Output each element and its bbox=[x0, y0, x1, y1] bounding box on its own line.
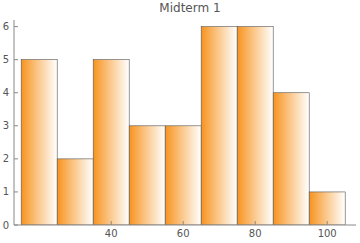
bar bbox=[201, 27, 237, 225]
y-tick bbox=[14, 125, 18, 126]
bar bbox=[129, 126, 165, 225]
bar bbox=[237, 27, 273, 225]
y-tick bbox=[14, 92, 18, 93]
x-tick bbox=[255, 221, 256, 225]
x-tick-label: 60 bbox=[177, 228, 190, 239]
x-tick bbox=[111, 221, 112, 225]
x-tick-label: 80 bbox=[249, 228, 262, 239]
bar bbox=[309, 192, 345, 225]
y-tick-label: 2 bbox=[3, 153, 9, 164]
y-tick-label: 1 bbox=[3, 186, 9, 197]
bar bbox=[93, 60, 129, 225]
x-tick bbox=[183, 221, 184, 225]
chart: Midterm 1 40 60 80 100 0 1 2 3 4 5 6 bbox=[0, 0, 360, 243]
y-tick-label: 0 bbox=[3, 220, 9, 231]
x-tick-label: 40 bbox=[105, 228, 118, 239]
y-tick bbox=[14, 26, 18, 27]
bar bbox=[165, 126, 201, 225]
bars bbox=[21, 27, 345, 225]
y-axis bbox=[14, 20, 15, 225]
x-tick bbox=[327, 221, 328, 225]
x-axis bbox=[14, 225, 356, 226]
y-tick bbox=[14, 59, 18, 60]
x-tick-label: 100 bbox=[318, 228, 337, 239]
bar bbox=[57, 159, 93, 225]
bar bbox=[273, 93, 309, 225]
y-tick bbox=[14, 191, 18, 192]
y-tick bbox=[14, 225, 18, 226]
title: Midterm 1 bbox=[159, 1, 220, 15]
y-tick bbox=[14, 158, 18, 159]
y-tick-label: 6 bbox=[3, 21, 9, 32]
bar bbox=[21, 60, 57, 225]
y-tick-label: 3 bbox=[3, 120, 9, 131]
y-tick-label: 4 bbox=[3, 87, 9, 98]
y-tick-label: 5 bbox=[3, 54, 9, 65]
